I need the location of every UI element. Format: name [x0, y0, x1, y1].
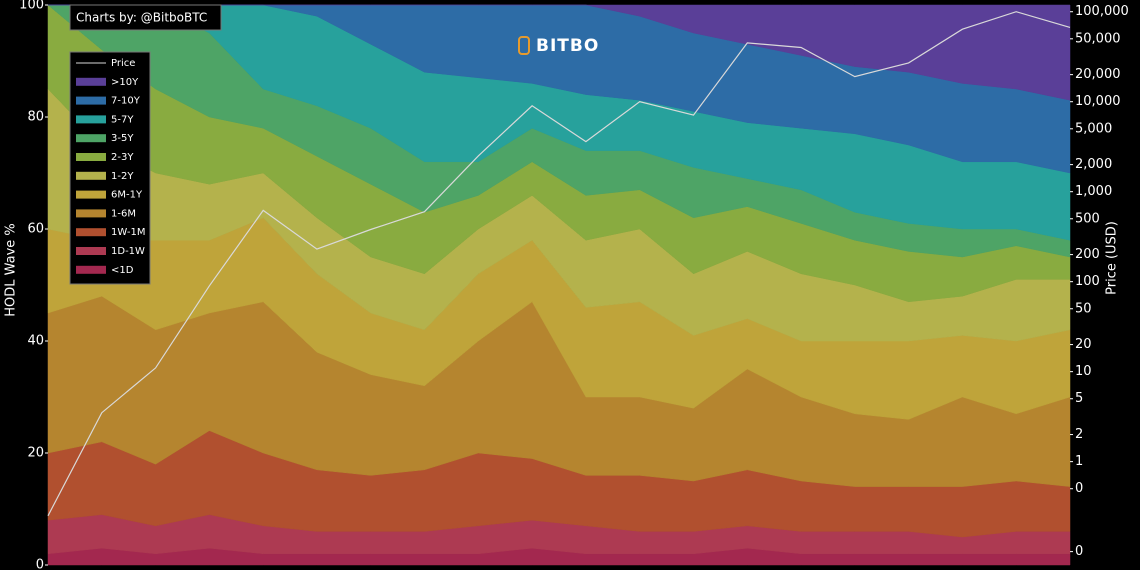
legend-swatch [76, 77, 106, 86]
y2-tick-label: 20 [1075, 337, 1092, 352]
y2-tick-label: 10 [1075, 364, 1092, 379]
y2-tick-label: 200 [1075, 247, 1100, 262]
y-tick-label: 100 [19, 0, 44, 13]
y2-tick-label: 50 [1075, 301, 1092, 316]
legend-label: 6M-1Y [111, 190, 143, 201]
legend-swatch [76, 190, 106, 199]
legend: Price >10Y 7-10Y 5-7Y 3-5Y 2-3Y 1-2Y 6M-1Y 1-6M 1… [76, 58, 145, 276]
y-tick-label: 0 [36, 558, 44, 570]
logo-text: BITBO [536, 36, 599, 56]
y2-tick-label: 100,000 [1075, 4, 1129, 19]
legend-label: 5-7Y [111, 114, 134, 125]
y2-axis-label: Price (USD) [1105, 221, 1120, 295]
legend-swatch [76, 209, 106, 218]
legend-label: 1D-1W [111, 246, 145, 257]
legend-label: 3-5Y [111, 133, 134, 144]
y2-tick-label: 0 [1075, 544, 1083, 559]
legend-swatch [76, 134, 106, 143]
y2-tick-label: 500 [1075, 211, 1100, 226]
y-tick-label: 20 [27, 446, 44, 461]
price-line [47, 11, 1071, 517]
y2-tick-label: 100 [1075, 274, 1100, 289]
legend-label: >10Y [111, 77, 139, 88]
legend-swatch [76, 171, 106, 180]
logo-icon [518, 36, 530, 55]
y2-tick-label: 1 [1075, 454, 1083, 469]
y2-tick-label: 2,000 [1075, 157, 1112, 172]
legend-label: 1-6M [111, 208, 136, 219]
legend-label: Price [111, 58, 135, 69]
chart-title: Charts by: @BitboBTC [76, 11, 207, 25]
y-tick-label: 40 [27, 334, 44, 349]
y-tick-label: 60 [27, 222, 44, 237]
y2-tick-label: 10,000 [1075, 94, 1121, 109]
legend-label: <1D [111, 265, 134, 276]
legend-label: 7-10Y [111, 96, 141, 107]
title-box [69, 4, 222, 31]
y2-tick-label: 5,000 [1075, 121, 1112, 136]
y-tick-label: 80 [27, 110, 44, 125]
legend-label: 1-2Y [111, 171, 134, 182]
legend-swatch [76, 228, 106, 237]
legend-label: 2-3Y [111, 152, 134, 163]
area [48, 4, 1071, 101]
y2-tick-label: 0 [1075, 481, 1083, 496]
legend-swatch [76, 96, 106, 105]
legend-swatch [76, 115, 106, 124]
legend-swatch [76, 247, 106, 255]
legend-label: 1W-1M [111, 227, 145, 238]
y-axis-label: HODL Wave % [4, 223, 19, 317]
legend-swatch [76, 265, 106, 274]
overlay: BITBO Charts by: @BitboBTC Price >10Y 7-10… [4, 0, 1129, 570]
y2-tick-label: 5 [1075, 391, 1083, 406]
legend-swatch [76, 153, 106, 161]
y2-tick-label: 2 [1075, 427, 1083, 442]
y2-tick-label: 50,000 [1075, 31, 1121, 46]
y2-tick-label: 1,000 [1075, 184, 1112, 199]
y2-tick-label: 20,000 [1075, 67, 1121, 82]
plot-area [47, 4, 1071, 566]
legend-box [69, 51, 151, 285]
watermark: BITBO [518, 36, 599, 56]
